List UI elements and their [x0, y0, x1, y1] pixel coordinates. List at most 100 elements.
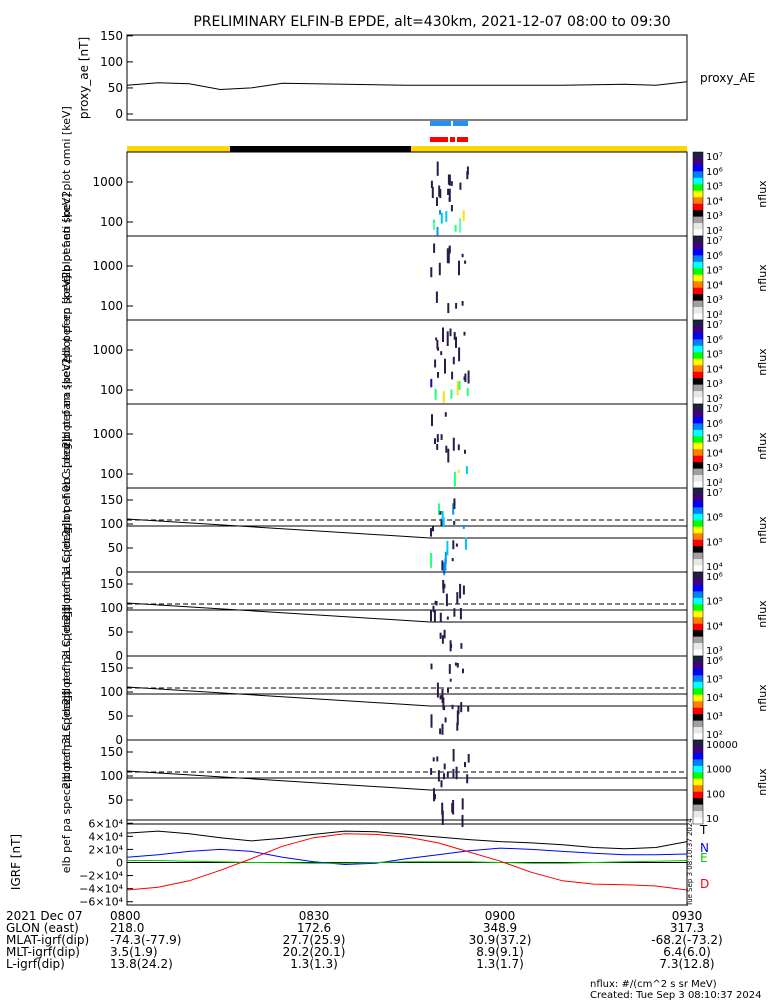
colorbar-band	[693, 332, 703, 340]
spectrogram-pixel	[464, 762, 466, 768]
colorbar-label: nflux	[756, 180, 769, 208]
spectrogram-pixel	[459, 583, 462, 599]
spectrogram-pixel	[448, 246, 451, 254]
colorbar-band	[693, 152, 703, 159]
spectrogram-pixel	[434, 438, 436, 444]
spectrogram-pixel	[458, 347, 461, 362]
footer-0830-3: 20.2(20.1)	[283, 945, 346, 959]
spectrogram-pixel	[442, 391, 445, 403]
proxy-ae-legend: proxy_AE	[700, 71, 755, 85]
colorbar-band	[693, 229, 703, 237]
spectrogram-pixel	[467, 370, 470, 384]
colorbar-tick-label: 10⁴	[706, 364, 723, 375]
spectrogram-pixel	[456, 663, 459, 668]
panel-ytick-label: 100	[100, 769, 123, 783]
colorbar-tick-label: 10⁵	[706, 434, 723, 445]
panel-ylabel: elb pef pa spec2plot ch3LC [deg]	[60, 691, 73, 873]
colorbar-band	[693, 559, 703, 567]
footer-table: 2021 Dec 07 GLON (east) MLAT-igrf(dip) M…	[6, 818, 762, 1000]
colorbar-band	[693, 546, 703, 554]
spectrogram-pixel	[435, 601, 438, 606]
panel-ytick-label: 100	[100, 383, 123, 397]
spectrogram-pixel	[436, 227, 439, 236]
colorbar-tick-label: 10⁴	[706, 448, 723, 459]
colorbar-tick-label: 10⁷	[706, 236, 723, 247]
spectrogram-pixel	[456, 381, 459, 396]
spectrogram-pixel	[464, 260, 467, 264]
panel-ytick-label: 0	[115, 733, 123, 747]
figure-title: PRELIMINARY ELFIN-B EPDE, alt=430km, 202…	[193, 14, 670, 30]
spectrogram-pixel	[461, 814, 464, 827]
colorbar-band	[693, 358, 703, 366]
spectrogram-pixel	[453, 472, 456, 487]
colorbar-band	[693, 539, 703, 547]
spectrogram-pixel	[447, 188, 450, 195]
colorbar-band	[693, 171, 703, 179]
colorbar-band	[693, 365, 703, 373]
panel-ytick-label: 100	[100, 299, 123, 313]
spectrogram-pixel	[451, 558, 454, 562]
colorbar-band	[693, 397, 703, 405]
colorbar-band	[693, 804, 703, 812]
spectrogram-pixel	[450, 205, 453, 212]
spectrogram-pixel	[433, 222, 435, 229]
colorbar-band	[693, 326, 703, 334]
spectrogram-pixel	[467, 754, 470, 763]
igrf-legend-n: N	[700, 841, 709, 855]
spectrogram-pixel	[449, 328, 452, 337]
spectrogram-pixel	[465, 466, 468, 475]
spectrogram-panel-6: elb pef pa spec2plot ch1LC [deg] 150 100 50…	[60, 523, 769, 705]
footer-0930-2: -68.2(-73.2)	[651, 933, 722, 947]
spectrogram-pixel	[439, 612, 442, 623]
spectrogram-pixel	[443, 629, 446, 639]
colorbar-band	[693, 610, 703, 618]
colorbar-band	[693, 507, 703, 515]
spectrogram-pixel	[443, 763, 446, 770]
igrf-line-n	[126, 847, 688, 866]
colorbar-tick-label: 10⁶	[706, 656, 723, 667]
colorbar-band	[693, 720, 703, 728]
colorbar-band	[693, 436, 703, 444]
colorbar-tick-label: 10²	[706, 394, 723, 405]
proxy-ae-ytick-label: 0	[115, 107, 123, 121]
colorbar-band	[693, 617, 703, 625]
panel-ytick-label: 150	[100, 661, 123, 675]
colorbar-band	[693, 591, 703, 599]
colorbar-tick-label: 10000	[706, 740, 738, 751]
spectrogram-pixel	[436, 443, 439, 450]
spectrogram-pixel	[445, 445, 448, 453]
spectrogram-pixel	[443, 773, 445, 780]
panel-ytick-label: 100	[100, 467, 123, 481]
spectrogram-pixel	[456, 710, 459, 725]
colorbar-band	[693, 597, 703, 605]
footer-0900-4: 1.3(1.7)	[476, 957, 524, 971]
colorbar-band	[693, 423, 703, 431]
spectrogram-pixel	[430, 609, 432, 622]
spectrogram-pixel	[442, 327, 444, 342]
spectrogram-pixel	[460, 702, 463, 713]
spectrogram-pixel	[447, 303, 450, 314]
spectrogram-pixel	[438, 503, 440, 516]
footer-0930-3: 6.4(6.0)	[663, 945, 711, 959]
colorbar-band	[693, 494, 703, 502]
spectrogram-panel-7: elb pef pa spec2plot ch2LC [deg] 150 100 50…	[60, 607, 769, 789]
colorbar-band	[693, 765, 703, 773]
spectrogram-pixel	[462, 668, 464, 674]
footer-0900-3: 8.9(9.1)	[476, 945, 524, 959]
spectrogram-pixel	[436, 756, 439, 762]
spectrogram-pixel	[462, 210, 465, 221]
colorbar-band	[693, 817, 703, 825]
spectrogram-pixel	[432, 605, 435, 613]
colorbar-tick-label: 10⁴	[706, 196, 723, 207]
colorbar-label: nflux	[756, 432, 769, 460]
colorbar-tick-label: 10²	[706, 478, 723, 489]
colorbar-label: nflux	[756, 264, 769, 292]
colorbar-band	[693, 352, 703, 360]
colorbar-band	[693, 287, 703, 295]
spectrogram-panel-2: elb pef en spec2plot anti [keV] 1000 100 10…	[60, 193, 769, 362]
colorbar-band	[693, 210, 703, 218]
footer-label-2: MLAT-igrf(dip)	[6, 933, 89, 947]
spectrogram-pixel	[442, 697, 445, 710]
colorbar-band	[693, 449, 703, 457]
